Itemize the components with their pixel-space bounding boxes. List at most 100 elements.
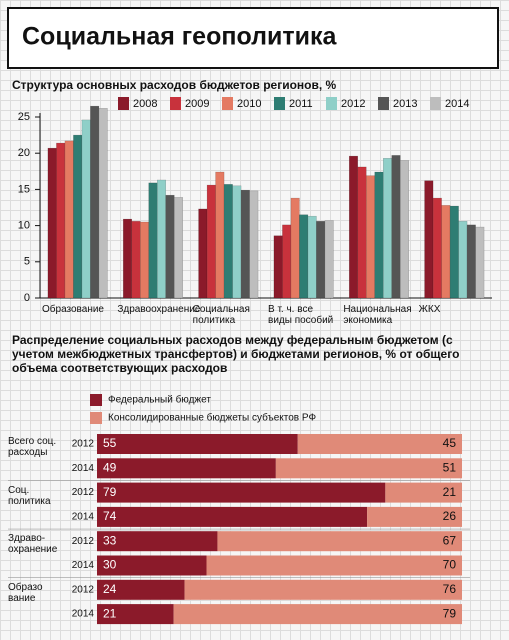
legend-label: 2011 xyxy=(289,98,313,110)
y-tick-label: 2012 xyxy=(72,439,95,450)
bar xyxy=(391,155,401,299)
legend-label: 2013 xyxy=(393,98,417,110)
bar xyxy=(81,119,91,299)
bar-segment xyxy=(206,555,462,576)
legend-swatch xyxy=(430,97,441,110)
x-tick-label: Национальная экономика xyxy=(343,304,412,326)
bar xyxy=(123,218,132,299)
legend-label: Федеральный бюджет xyxy=(108,394,211,406)
value-label: 30 xyxy=(103,558,117,572)
value-label: 70 xyxy=(443,558,457,572)
bar xyxy=(47,147,57,299)
bar xyxy=(366,175,375,299)
legend-swatch xyxy=(118,97,129,110)
bar xyxy=(206,184,216,299)
bar xyxy=(73,134,83,299)
x-tick-label: Образование xyxy=(42,304,104,315)
bar-segment xyxy=(97,434,298,454)
y-tick-label: 5 xyxy=(24,256,30,268)
bar xyxy=(424,180,434,299)
bar xyxy=(140,221,149,299)
value-label: 67 xyxy=(443,533,457,547)
value-label: 76 xyxy=(443,582,457,596)
bar-segment xyxy=(97,579,185,600)
legend-label: Консолидированные бюджеты субъектов РФ xyxy=(108,412,316,424)
bar xyxy=(157,179,166,299)
bar xyxy=(198,208,208,299)
legend-swatch xyxy=(90,412,102,424)
bar xyxy=(282,224,292,299)
chart-title: Структура основных расходов бюджетов рег… xyxy=(12,78,337,92)
bar xyxy=(475,226,485,299)
bar-segment xyxy=(367,506,462,527)
legend-swatch xyxy=(170,97,181,110)
bar xyxy=(357,166,367,299)
bar xyxy=(400,160,409,299)
x-tick-label: Социальная политика xyxy=(192,304,250,326)
bar xyxy=(56,142,66,299)
y-tick-label: 2014 xyxy=(72,463,95,474)
bar xyxy=(290,197,300,299)
bar xyxy=(449,205,459,299)
bar xyxy=(174,197,183,299)
bar xyxy=(223,184,233,299)
value-label: 74 xyxy=(103,509,117,523)
bar-segment xyxy=(217,531,462,552)
x-tick-label: Здравоохранение xyxy=(117,304,201,315)
y-tick-label: 2014 xyxy=(72,512,95,523)
group-label: Соц. политика xyxy=(8,484,51,507)
bar xyxy=(249,190,259,299)
bar-segment xyxy=(297,434,462,454)
y-tick-label: 2012 xyxy=(72,584,95,595)
bar-segment xyxy=(184,579,462,600)
value-label: 26 xyxy=(443,509,457,523)
bar xyxy=(466,224,476,299)
bar xyxy=(98,108,108,299)
bar-segment xyxy=(275,458,462,479)
value-label: 33 xyxy=(103,533,117,547)
bar xyxy=(324,220,334,299)
bar-segment xyxy=(97,604,174,625)
legend-swatch xyxy=(222,97,233,110)
bar xyxy=(299,214,309,299)
bar-segment xyxy=(97,555,207,576)
x-tick-label: ЖКХ xyxy=(418,304,441,315)
title-box xyxy=(7,7,499,69)
chart-title: Распределение социальных расходов между … xyxy=(12,333,460,375)
bar xyxy=(90,105,100,299)
group-label: Здраво-охранение xyxy=(8,533,58,556)
y-tick-label: 2012 xyxy=(72,536,95,547)
legend-label: 2009 xyxy=(185,98,209,110)
y-tick-label: 0 xyxy=(24,292,30,304)
value-label: 45 xyxy=(443,436,457,450)
y-tick-label: 10 xyxy=(18,220,30,232)
bar xyxy=(458,221,468,299)
value-label: 49 xyxy=(103,460,117,474)
value-label: 79 xyxy=(103,485,117,499)
value-label: 21 xyxy=(103,606,117,620)
y-tick-label: 15 xyxy=(18,183,30,195)
bar xyxy=(273,235,283,299)
y-tick-label: 2012 xyxy=(72,487,95,498)
value-label: 24 xyxy=(103,582,117,596)
legend-label: 2014 xyxy=(445,98,469,110)
bar-segment xyxy=(97,506,368,527)
group-label: Образо вание xyxy=(8,581,43,604)
bar-segment xyxy=(97,531,218,552)
bar xyxy=(441,205,451,299)
legend-swatch xyxy=(326,97,337,110)
legend-label: 2010 xyxy=(237,98,261,110)
bar xyxy=(307,215,317,299)
bar-segment xyxy=(97,458,276,479)
bar xyxy=(165,194,175,299)
bar xyxy=(232,185,242,299)
value-label: 79 xyxy=(443,606,457,620)
bar xyxy=(383,158,392,299)
y-tick-label: 2014 xyxy=(72,609,95,620)
value-label: 55 xyxy=(103,436,117,450)
legend-swatch xyxy=(90,394,102,406)
value-label: 21 xyxy=(443,485,457,499)
legend-swatch xyxy=(274,97,285,110)
